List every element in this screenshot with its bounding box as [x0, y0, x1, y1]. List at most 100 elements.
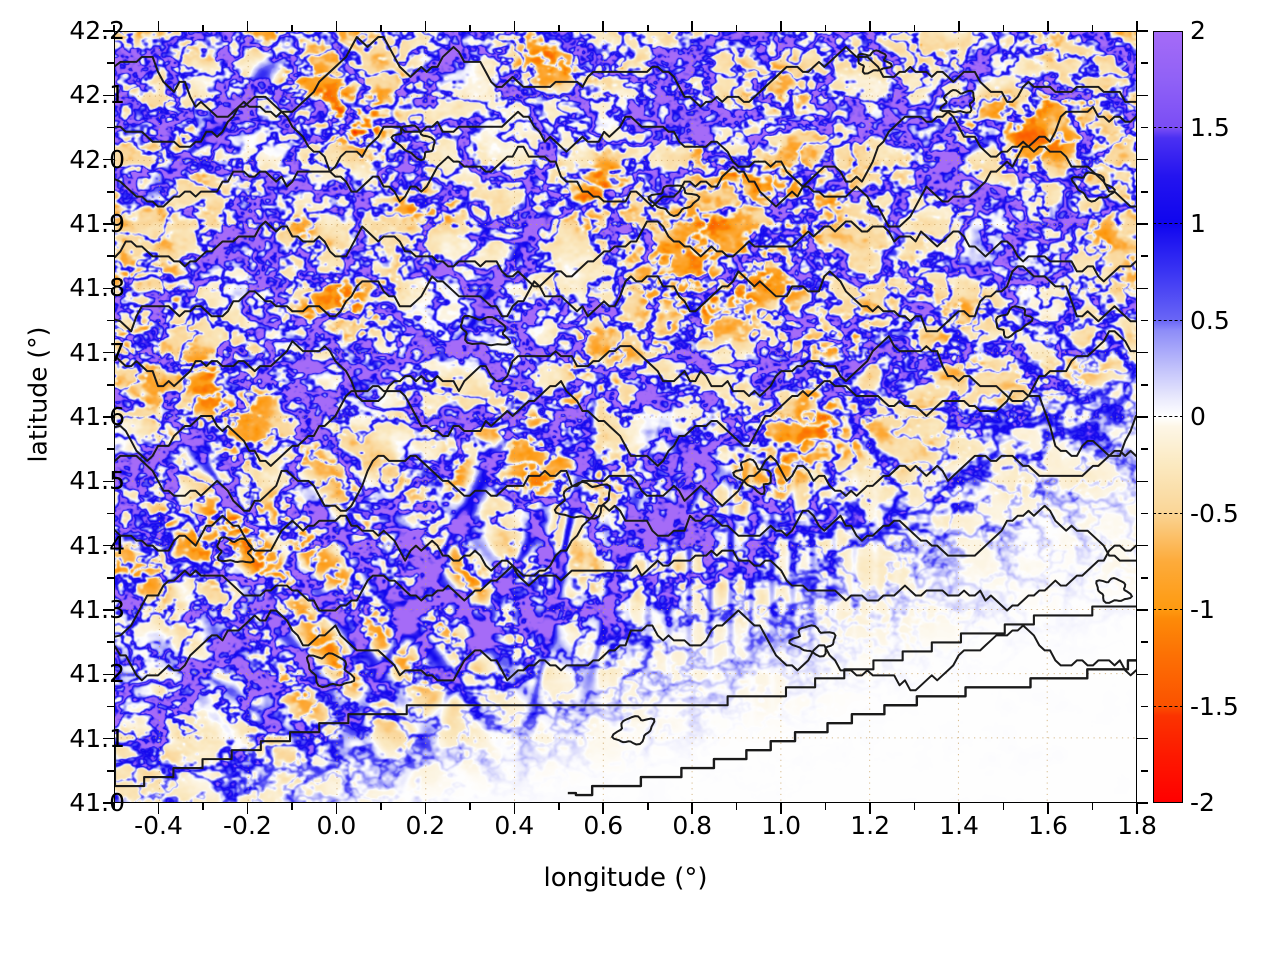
y-tick-minor-right [1141, 577, 1148, 579]
y-tick-major-right [1137, 30, 1148, 32]
x-tick-major [157, 803, 160, 814]
y-tick-major-right [1137, 673, 1148, 676]
x-tick-major-top [335, 21, 338, 32]
x-tick-major [602, 803, 605, 814]
y-tick-minor [107, 448, 114, 450]
y-tick-major [103, 544, 114, 547]
x-tick-major [869, 803, 871, 814]
x-tick-label: 1.2 [850, 811, 890, 840]
y-tick-major-right [1137, 416, 1148, 418]
y-tick-major [103, 802, 114, 804]
y-tick-minor [107, 319, 114, 322]
y-tick-minor [107, 126, 114, 129]
colorbar-tick-label: -0.5 [1190, 498, 1239, 528]
y-tick-major [103, 609, 114, 611]
y-tick-major-right [1137, 480, 1148, 483]
x-tick-minor [1091, 803, 1094, 810]
x-tick-label: -0.2 [223, 811, 272, 840]
colorbar-tick-label: 0.5 [1190, 305, 1230, 335]
y-tick-minor-right [1141, 641, 1148, 643]
y-tick-major-right [1137, 737, 1148, 740]
y-tick-label: 41.4 [69, 530, 125, 560]
x-tick-minor [646, 803, 649, 810]
x-tick-major-top [1136, 21, 1138, 32]
x-tick-major-top [869, 21, 871, 32]
y-tick-major-right [1137, 223, 1148, 225]
x-tick-label: 1.4 [939, 811, 979, 840]
colorbar-tick-label: 1 [1190, 209, 1206, 238]
y-tick-label: 42.0 [69, 144, 125, 174]
y-tick-label: 41.9 [69, 209, 125, 238]
y-tick-label: 41.2 [69, 659, 125, 689]
y-tick-major [103, 30, 114, 32]
x-tick-major-top [958, 21, 960, 32]
x-tick-minor [380, 803, 382, 810]
x-tick-minor-top [646, 25, 649, 32]
y-tick-label: 41.3 [69, 595, 125, 624]
coastline-contour-overlay [115, 35, 1136, 797]
colorbar-tick-label: -1 [1190, 595, 1215, 624]
y-tick-major [103, 480, 114, 483]
y-tick-minor-right [1141, 319, 1148, 322]
y-tick-minor [107, 62, 114, 64]
y-tick-major [103, 416, 114, 418]
x-tick-major-top [424, 21, 427, 32]
colorbar-tick [1153, 223, 1183, 225]
x-tick-label: 0.0 [316, 811, 357, 840]
x-tick-minor-top [202, 25, 204, 32]
y-tick-minor-right [1141, 62, 1148, 64]
y-tick-major [103, 287, 114, 290]
y-tick-minor-right [1141, 255, 1148, 257]
y-tick-major-right [1137, 351, 1148, 354]
colorbar-tick [1153, 512, 1183, 515]
colorbar-tick [1153, 609, 1183, 611]
x-tick-label: 1.8 [1117, 811, 1157, 840]
y-tick-major [103, 158, 114, 161]
colorbar-tick [1153, 126, 1183, 129]
x-tick-major [1136, 803, 1138, 814]
x-tick-minor [1002, 803, 1005, 810]
y-tick-major-right [1137, 287, 1148, 290]
colorbar-tick-label: 0 [1190, 402, 1206, 431]
y-tick-minor-right [1141, 770, 1148, 772]
colorbar-tick-label: -1.5 [1190, 691, 1239, 721]
x-tick-major-top [1047, 21, 1049, 32]
x-tick-major [513, 803, 516, 814]
x-tick-minor [824, 803, 827, 810]
x-tick-label: 0.2 [405, 811, 446, 840]
x-tick-minor-top [1091, 25, 1094, 32]
y-tick-major-right [1137, 802, 1148, 804]
y-tick-major-right [1137, 158, 1148, 161]
x-tick-minor [735, 803, 738, 810]
y-tick-minor-right [1141, 448, 1148, 450]
colorbar-tick-label: -2 [1190, 788, 1215, 817]
x-tick-minor [113, 803, 115, 810]
y-tick-label: 41.0 [69, 788, 125, 817]
y-tick-major-right [1137, 544, 1148, 547]
x-tick-major [335, 803, 338, 814]
colorbar-tick-label: 2 [1190, 16, 1206, 45]
y-tick-minor [107, 577, 114, 579]
y-tick-minor [107, 770, 114, 772]
x-tick-minor-top [913, 25, 916, 32]
vertical-wind-speed-heatmap [115, 32, 1136, 802]
x-tick-label: 0.4 [494, 811, 535, 840]
y-tick-major-right [1137, 94, 1148, 97]
y-tick-minor-right [1141, 126, 1148, 129]
x-axis-title: longitude (°) [543, 863, 708, 893]
x-tick-minor [557, 803, 560, 810]
y-tick-major [103, 223, 114, 225]
y-tick-label: 41.6 [69, 402, 125, 431]
colorbar-tick [1153, 319, 1183, 322]
y-tick-major [103, 737, 114, 740]
y-tick-label: 41.8 [69, 273, 125, 303]
x-tick-minor-top [469, 25, 471, 32]
x-tick-major-top [780, 21, 782, 32]
x-tick-minor [469, 803, 471, 810]
x-tick-major-top [691, 21, 693, 32]
colorbar-tick [1153, 416, 1183, 418]
x-tick-minor-top [1002, 25, 1005, 32]
x-tick-minor-top [824, 25, 827, 32]
y-tick-minor-right [1141, 705, 1148, 708]
